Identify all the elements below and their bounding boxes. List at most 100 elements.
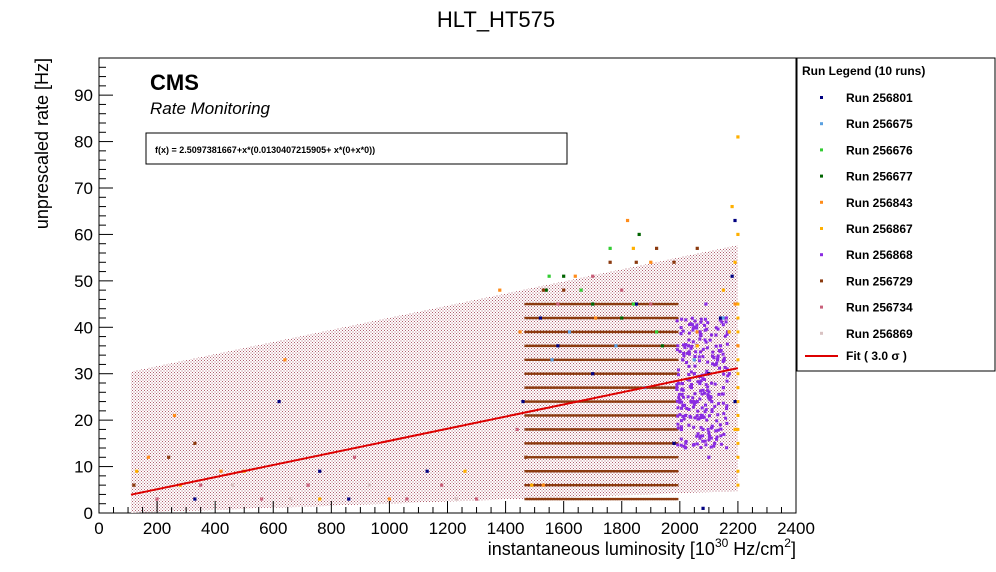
legend-swatch: [820, 279, 823, 283]
rate-level-point: [615, 442, 619, 445]
rate-level-point: [615, 330, 619, 334]
data-point: [579, 288, 583, 292]
rate-level-point: [647, 372, 651, 375]
rate-level-point: [640, 428, 644, 431]
rate-level-point: [584, 442, 588, 445]
rate-level-point: [642, 442, 646, 445]
legend-entry-label: Run 256867: [846, 222, 913, 236]
rate-level-point: [610, 344, 614, 348]
rate-level-point: [573, 316, 577, 320]
rate-level-point: [633, 316, 637, 320]
rate-level-point: [652, 497, 656, 501]
rate-level-point: [526, 330, 530, 334]
rate-level-point: [563, 316, 567, 320]
data-point: [567, 330, 572, 334]
rate-level-point: [538, 400, 542, 403]
rate-level-point: [608, 344, 612, 348]
rate-level-point: [638, 372, 642, 375]
rate-level-point: [589, 386, 593, 389]
data-point: [547, 274, 551, 278]
rate-level-point: [633, 497, 637, 501]
rate-level-point: [668, 386, 672, 389]
rate-level-point: [633, 442, 637, 445]
data-point: [367, 483, 371, 487]
cluster-point: [696, 409, 700, 413]
legend-entry-label: Run 256801: [846, 91, 913, 105]
rate-level-point: [542, 428, 546, 431]
rate-level-point: [552, 316, 556, 320]
rate-level-point: [526, 400, 530, 403]
cluster-point: [677, 392, 681, 396]
rate-level-point: [566, 302, 570, 306]
cluster-point: [680, 317, 684, 321]
rate-level-point: [645, 442, 649, 445]
rate-level-point: [554, 344, 558, 348]
data-point: [727, 330, 731, 334]
rate-level-point: [605, 372, 609, 375]
rate-level-point: [610, 442, 614, 445]
cluster-point: [721, 401, 725, 405]
data-point: [352, 455, 357, 459]
rate-level-point: [659, 358, 663, 361]
rate-level-point: [559, 456, 563, 459]
rate-level-point: [612, 372, 616, 375]
rate-level-point: [673, 497, 677, 501]
rate-level-point: [561, 470, 565, 473]
rate-level-point: [605, 302, 609, 306]
rate-level-point: [531, 386, 535, 389]
rate-level-point: [628, 344, 632, 348]
rate-level-point: [673, 414, 677, 417]
rate-level-point: [638, 330, 642, 334]
rate-level-point: [598, 358, 602, 361]
rate-level-point: [659, 456, 663, 459]
cluster-point: [675, 348, 679, 352]
rate-level-point: [538, 456, 542, 459]
rate-level-point: [566, 414, 570, 417]
rate-level-point: [559, 330, 563, 334]
data-point: [260, 497, 264, 501]
cluster-point: [682, 417, 686, 421]
rate-level-point: [547, 497, 551, 501]
cluster-point: [717, 348, 721, 352]
rate-level-point: [533, 483, 537, 487]
rate-level-point: [596, 372, 600, 375]
rate-level-point: [536, 400, 540, 403]
rate-level-point: [673, 483, 677, 487]
cluster-point: [722, 356, 726, 360]
rate-level-point: [649, 414, 653, 417]
cluster-point: [687, 331, 691, 335]
series-points: [146, 218, 740, 501]
edge-point: [736, 372, 740, 376]
rate-level-point: [640, 497, 644, 501]
rate-level-point: [619, 456, 623, 459]
rate-level-point: [666, 470, 670, 473]
rate-level-point: [577, 470, 581, 473]
rate-level-point: [594, 442, 598, 445]
rate-level-point: [566, 470, 570, 473]
legend-fit-label: Fit ( 3.0 σ ): [846, 349, 907, 363]
rate-level-point: [640, 372, 644, 375]
cluster-point: [725, 404, 729, 408]
rate-level-point: [624, 428, 628, 431]
rate-level-point: [626, 302, 630, 306]
rate-level-point: [656, 358, 660, 361]
rate-level-point: [663, 470, 667, 473]
rate-level-point: [668, 414, 672, 417]
data-point: [620, 288, 624, 292]
rate-level-point: [554, 456, 558, 459]
cluster-point: [698, 389, 702, 393]
rate-level-point: [663, 442, 667, 445]
x-axis-title: instantaneous luminosity [1030 Hz/cm2]: [488, 536, 796, 559]
rate-level-point: [559, 428, 563, 431]
cluster-point: [716, 413, 720, 417]
rate-level-point: [617, 302, 621, 306]
rate-level-point: [584, 456, 588, 459]
rate-level-point: [668, 316, 672, 320]
rate-level-point: [654, 497, 658, 501]
legend-entry-label: Run 256729: [846, 274, 913, 288]
cluster-point: [698, 397, 702, 401]
cluster-point: [680, 392, 684, 396]
cluster-point: [695, 414, 699, 418]
rate-level-point: [617, 386, 621, 389]
rate-level-point: [640, 483, 644, 487]
